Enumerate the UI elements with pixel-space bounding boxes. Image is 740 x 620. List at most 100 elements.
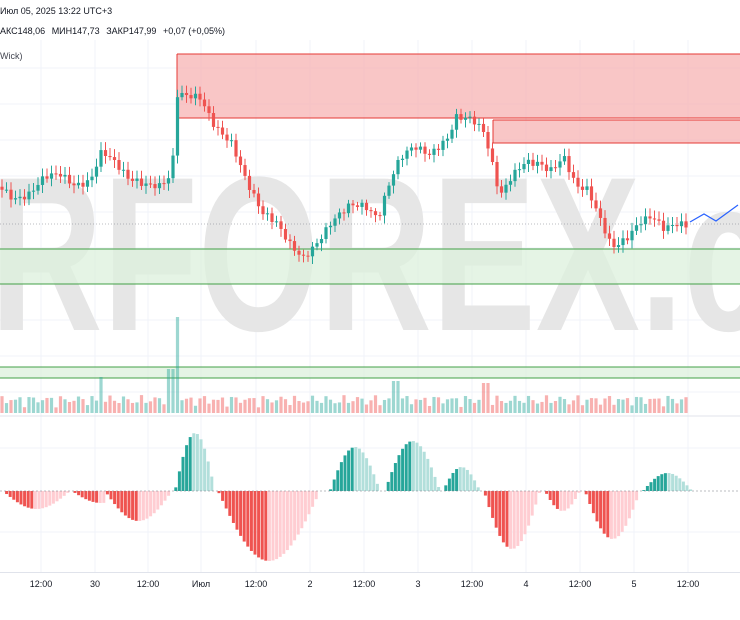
histogram-bar [84,491,88,500]
volume-bar [202,396,207,413]
volume-bar [643,403,648,413]
volume-bar [108,395,112,413]
volume-bar [0,396,4,413]
candle-body [490,148,495,162]
volume-bar [621,399,625,413]
candle-body [63,174,67,177]
volume-bar [657,398,661,413]
volume-bar [274,400,279,413]
histogram-bar [275,491,279,560]
volume-bar [162,404,166,413]
histogram-bar [368,465,372,491]
histogram-bar [300,491,304,529]
projection-line [689,204,739,223]
candle-body [414,147,418,150]
histogram-bar [181,456,185,491]
chart-canvas[interactable]: RFOREX.c [0,0,740,572]
volume-bar [148,401,153,413]
candle-body [625,238,630,241]
histogram-bar [37,491,41,509]
volume-bar [684,397,688,413]
histogram-bar [206,461,210,491]
candle-body [274,221,279,223]
histogram-bar [501,491,505,543]
candle-body [76,182,81,186]
histogram-bar [174,487,178,491]
time-tick: 12:00 [29,579,53,589]
histogram-bar [534,491,538,505]
candle-body [526,159,531,164]
histogram-bar [120,491,124,513]
histogram-bar [19,491,23,505]
indicator-legend[interactable]: Wick) [0,51,23,61]
histogram-bar [235,491,239,530]
volume-bar [544,395,549,413]
candle-body [135,178,139,181]
volume-bar [486,383,490,413]
volume-bar [495,395,499,413]
candle-body [297,250,301,255]
volume-bar [418,399,423,413]
candle-body [153,184,157,189]
histogram-bar [404,444,408,491]
volume-bar [135,402,139,413]
candle-body [571,172,576,178]
volume-bar [378,405,382,413]
candle-body [612,238,616,248]
candle-body [585,186,589,190]
volume-bar [283,399,288,413]
volume-bar [369,400,373,413]
candle-body [508,181,513,185]
candles [0,85,688,265]
volume-bar [342,395,346,413]
candle-body [603,217,607,234]
candle-body [130,178,135,181]
volume-bar [652,398,657,413]
candle-body [13,198,18,200]
volume-bar [229,396,234,413]
volume-bar [585,399,589,413]
histogram-bar [127,491,131,519]
volume-bar [139,395,144,413]
candle-body [643,216,648,225]
volume-bar [567,404,571,413]
volume-bar [130,402,135,413]
candle-body [355,205,360,207]
candle-body [634,225,639,231]
volume-bar [351,401,355,413]
histogram-bar [437,487,441,491]
histogram-bar [498,491,502,536]
histogram-bar [343,455,347,491]
histogram-bar [163,491,167,501]
histogram-bar [602,491,606,534]
candle-body [360,202,364,207]
volume-bar [675,403,679,413]
volume-bar [234,397,238,413]
candle-body [225,134,229,141]
histogram-bar [433,476,437,491]
candle-body [436,148,441,150]
candle-body [589,186,594,201]
histogram-bar [102,491,106,503]
volume-bar [337,402,342,413]
candle-body [189,95,193,99]
histogram-bar [203,448,207,491]
candle-body [558,161,562,168]
volume-bar [499,401,504,413]
histogram-bar [73,491,77,493]
datetime-label: Июл 05, 2025 13:22 UTC+3 [0,6,113,16]
candle-body [387,185,391,196]
volume-bar [679,399,684,413]
time-tick: 12:00 [568,579,592,589]
histogram-bar [685,485,689,491]
histogram-bar [609,491,613,539]
histogram-bar [548,491,552,500]
candle-body [454,114,459,130]
histogram-bar [221,491,225,501]
candle-body [117,160,121,170]
histogram-bar [138,491,142,521]
candle-body [256,193,261,207]
histogram-bar [570,491,574,505]
time-axis[interactable]: 12:00 30 12:00 Июл 12:00 2 12:00 3 12:00… [0,572,740,595]
histogram-bar [365,458,369,491]
